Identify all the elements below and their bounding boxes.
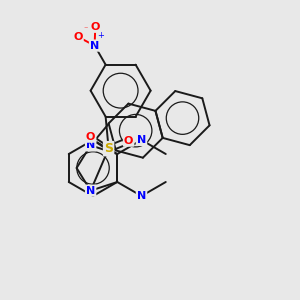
Text: N: N: [137, 191, 146, 201]
Text: N: N: [137, 135, 146, 145]
Text: O: O: [91, 22, 100, 32]
Text: ⁻: ⁻: [84, 24, 88, 33]
Text: O: O: [124, 136, 133, 146]
Text: N: N: [90, 40, 99, 51]
Text: S: S: [104, 142, 113, 155]
Text: N: N: [86, 186, 95, 196]
Text: N: N: [86, 140, 95, 150]
Text: +: +: [97, 31, 104, 40]
Text: O: O: [73, 32, 83, 42]
Text: O: O: [86, 132, 95, 142]
